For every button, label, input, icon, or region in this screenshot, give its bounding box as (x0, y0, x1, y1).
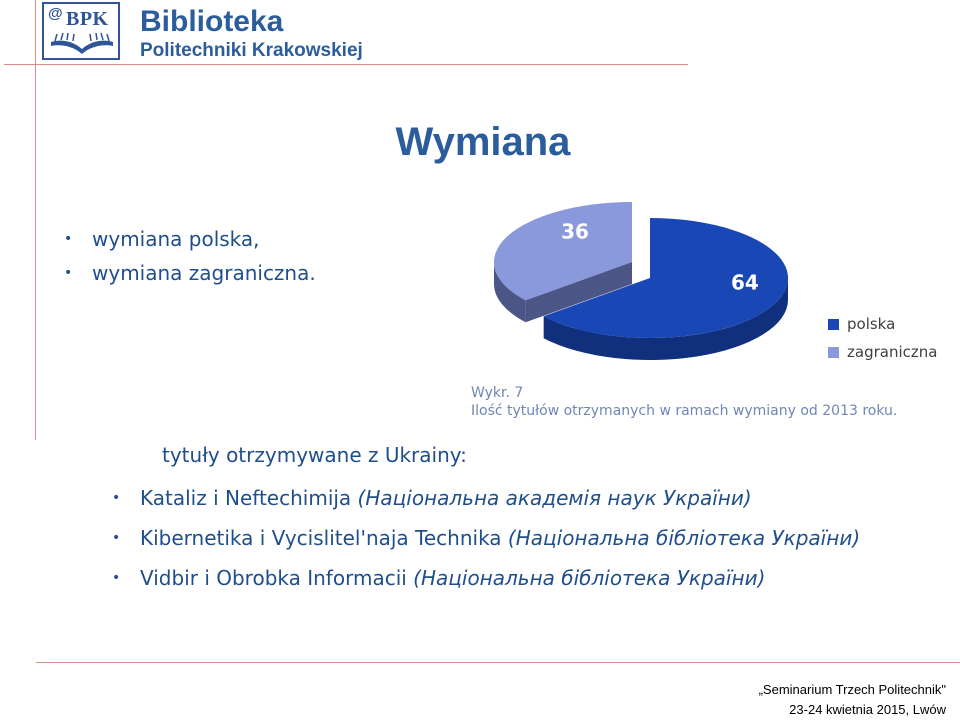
logo-text: BPK (66, 8, 109, 30)
pie-data-label: 64 (731, 270, 759, 294)
journal-title: Kibernetika i Vycislitel'naja Technika (140, 526, 508, 550)
caption-text: Ilość tytułów otrzymanych w ramach wymia… (471, 403, 898, 419)
book-icon (51, 32, 113, 54)
ukraine-titles-list: Kataliz i Neftechimija (Національна акад… (112, 478, 860, 598)
pie-slice-zagraniczna (494, 202, 632, 301)
pie-slice-side (494, 262, 526, 323)
footer-event-name: „Seminarium Trzech Politechnik" (758, 682, 946, 697)
brand-subtitle: Politechniki Krakowskiej (140, 40, 363, 61)
journal-title: Vidbir i Obrobka Informacii (140, 566, 414, 590)
footer-divider (36, 662, 960, 663)
pie-data-label: 36 (561, 220, 589, 244)
caption-figure-number: Wykr. 7 (471, 385, 524, 401)
page-title: Wymiana (395, 120, 571, 164)
list-item: wymiana zagraniczna. (64, 256, 316, 290)
section-subheading: tytuły otrzymywane z Ukrainy: (162, 443, 467, 467)
chart-legend: polska zagraniczna (828, 310, 937, 366)
chart-caption: Wykr. 7 Ilość tytułów otrzymanych w rama… (471, 384, 897, 420)
footer-event-date: 23-24 kwietnia 2015, Lwów (789, 702, 946, 717)
legend-label: polska (847, 315, 896, 333)
legend-swatch (828, 318, 839, 330)
brand-title: Biblioteka (140, 5, 284, 38)
journal-title: Kataliz i Neftechimija (140, 486, 358, 510)
legend-label: zagraniczna (847, 343, 938, 361)
legend-item-polska: polska (828, 310, 937, 338)
pie-slice-polska (543, 218, 788, 338)
left-margin-line (35, 0, 36, 440)
journal-publisher: (Національна бібліотека України) (413, 566, 766, 590)
legend-item-zagraniczna: zagraniczna (828, 338, 937, 366)
exchange-types-list: wymiana polska, wymiana zagraniczna. (64, 222, 316, 290)
list-item: Kataliz i Neftechimija (Національна акад… (112, 478, 860, 518)
pie-slice-wall (525, 262, 632, 323)
journal-publisher: (Національна академія наук України) (357, 486, 752, 510)
list-item: Kibernetika i Vycislitel'naja Technika (… (112, 518, 860, 558)
list-item: Vidbir i Obrobka Informacii (Національна… (112, 558, 860, 598)
list-item: wymiana polska, (64, 222, 316, 256)
journal-publisher: (Національна бібліотека України) (507, 526, 861, 550)
legend-swatch (828, 346, 839, 358)
logo-at-sign: @ (48, 5, 63, 22)
logo: @ BPK (42, 2, 120, 60)
pie-chart: 64 36 (494, 202, 788, 360)
pie-slice-side (543, 278, 788, 360)
header-divider (4, 64, 688, 65)
